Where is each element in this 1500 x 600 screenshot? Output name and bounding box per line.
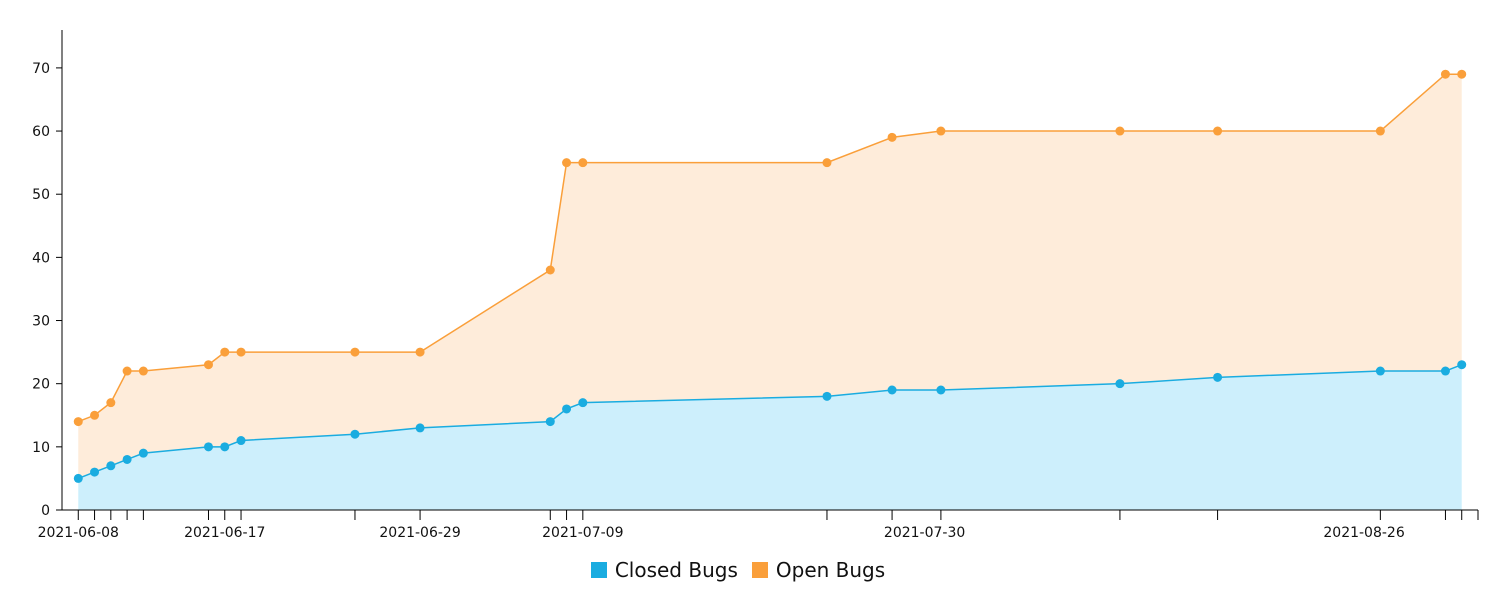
point-open-bugs [1440, 69, 1450, 79]
point-open-bugs [578, 158, 588, 168]
point-open-bugs [220, 347, 230, 357]
x-tick-label: 2021-08-26 [1323, 525, 1404, 541]
point-closed-bugs [1440, 366, 1450, 376]
point-open-bugs [415, 347, 425, 357]
point-closed-bugs [1375, 366, 1385, 376]
point-closed-bugs [220, 442, 230, 452]
point-closed-bugs [203, 442, 213, 452]
y-tick-label: 70 [32, 61, 50, 77]
point-open-bugs [73, 417, 83, 427]
x-tick-label: 2021-07-30 [884, 525, 965, 541]
point-closed-bugs [73, 473, 83, 483]
point-closed-bugs [350, 429, 360, 439]
y-tick-label: 0 [41, 503, 50, 519]
point-closed-bugs [545, 417, 555, 427]
point-closed-bugs [1213, 372, 1223, 382]
point-closed-bugs [236, 436, 246, 446]
legend-swatch-closed-bugs [590, 562, 607, 578]
x-tick-label: 2021-06-17 [184, 525, 265, 541]
y-tick-label: 20 [32, 377, 50, 393]
legend-label-open-bugs: Open Bugs [775, 558, 886, 582]
point-open-bugs [350, 347, 360, 357]
point-closed-bugs [138, 448, 148, 458]
point-closed-bugs [887, 385, 897, 395]
point-open-bugs [936, 126, 946, 136]
point-closed-bugs [415, 423, 425, 433]
y-tick-label: 10 [32, 440, 50, 456]
x-tick-label: 2021-06-29 [379, 525, 460, 541]
point-open-bugs [887, 132, 897, 142]
point-open-bugs [545, 265, 555, 275]
point-open-bugs [1115, 126, 1125, 136]
legend-swatch-open-bugs [751, 562, 768, 578]
point-closed-bugs [1115, 379, 1125, 389]
point-open-bugs [138, 366, 148, 376]
point-open-bugs [1457, 69, 1467, 79]
area-open-bugs [78, 74, 1462, 479]
point-closed-bugs [106, 461, 116, 471]
legend-label-closed-bugs: Closed Bugs [614, 558, 738, 582]
point-open-bugs [1213, 126, 1223, 136]
point-open-bugs [106, 398, 116, 408]
point-closed-bugs [578, 398, 588, 408]
legend-item-closed-bugs[interactable]: Closed Bugs [590, 558, 738, 582]
y-tick-label: 50 [32, 187, 50, 203]
point-open-bugs [562, 158, 572, 168]
y-tick-label: 60 [32, 124, 50, 140]
point-open-bugs [236, 347, 246, 357]
point-closed-bugs [90, 467, 100, 477]
x-tick-label: 2021-06-08 [38, 525, 119, 541]
point-closed-bugs [936, 385, 946, 395]
y-tick-label: 30 [32, 314, 50, 330]
point-open-bugs [90, 410, 100, 420]
point-closed-bugs [562, 404, 572, 414]
area-closed-bugs [78, 364, 1462, 510]
point-closed-bugs [1457, 360, 1467, 370]
x-tick-label: 2021-07-09 [542, 525, 623, 541]
legend-item-open-bugs[interactable]: Open Bugs [751, 558, 886, 582]
point-open-bugs [1375, 126, 1385, 136]
point-open-bugs [122, 366, 132, 376]
point-closed-bugs [822, 391, 832, 401]
point-open-bugs [822, 158, 832, 168]
point-open-bugs [203, 360, 213, 370]
y-tick-label: 40 [32, 250, 50, 266]
point-closed-bugs [122, 454, 132, 464]
bug-trend-chart: 0 10 20 30 40 50 60 70 2021-06-08 2021-06-17 2021-… [32, 30, 1479, 541]
legend: Closed Bugs Open Bugs [0, 558, 1476, 582]
